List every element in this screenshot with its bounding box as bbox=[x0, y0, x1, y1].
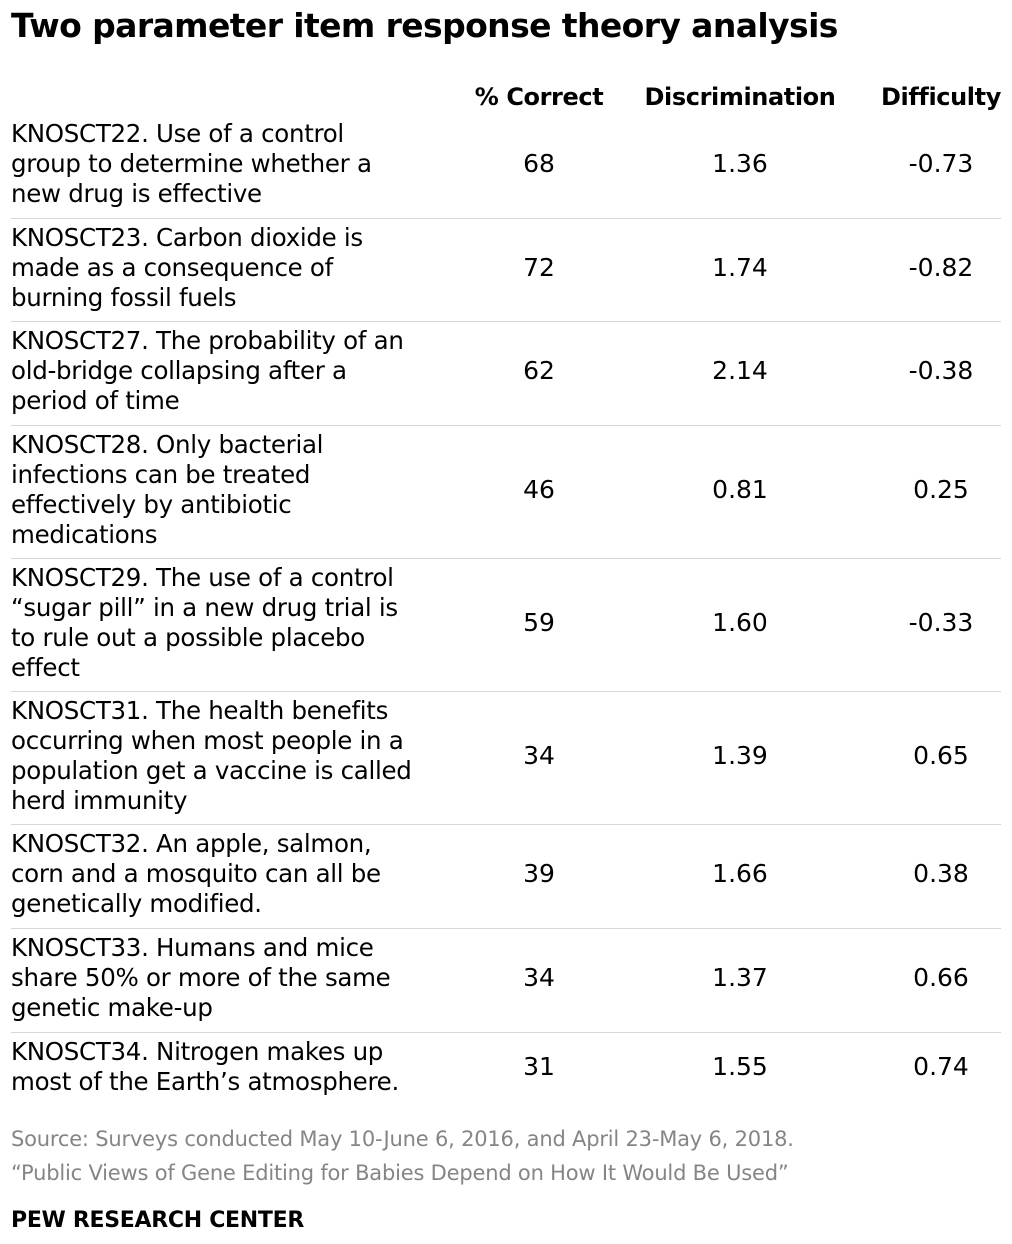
report-title: “Public Views of Gene Editing for Babies… bbox=[11, 1161, 789, 1185]
row-divider bbox=[11, 558, 1001, 559]
item-label-line: KNOSCT34. Nitrogen makes up bbox=[11, 1037, 384, 1066]
source-note: Source: Surveys conducted May 10-June 6,… bbox=[11, 1127, 794, 1151]
difficulty-cell: -0.82 bbox=[908, 253, 974, 282]
column-header-difficulty: Difficulty bbox=[881, 83, 1001, 111]
difficulty-cell: 0.25 bbox=[913, 475, 969, 504]
item-label-line: to rule out a possible placebo bbox=[11, 623, 365, 652]
item-label: KNOSCT23. Carbon dioxide is made as a con… bbox=[11, 223, 441, 313]
row-divider bbox=[11, 824, 1001, 825]
item-label-line: KNOSCT27. The probability of an bbox=[11, 326, 404, 355]
item-label-line: infections can be treated bbox=[11, 460, 311, 489]
row-divider bbox=[11, 1032, 1001, 1033]
discrimination-cell: 1.66 bbox=[712, 859, 768, 888]
row-divider bbox=[11, 928, 1001, 929]
item-label-line: made as a consequence of bbox=[11, 253, 333, 282]
item-label-line: burning fossil fuels bbox=[11, 283, 237, 312]
difficulty-cell: -0.33 bbox=[908, 608, 974, 637]
row-divider bbox=[11, 691, 1001, 692]
discrimination-cell: 1.39 bbox=[712, 741, 768, 770]
pct-correct-cell: 39 bbox=[523, 859, 555, 888]
discrimination-cell: 1.60 bbox=[712, 608, 768, 637]
discrimination-cell: 1.36 bbox=[712, 149, 768, 178]
item-label-line: medications bbox=[11, 520, 158, 549]
item-label: KNOSCT29. The use of a control “sugar pil… bbox=[11, 563, 441, 683]
item-label-line: genetic make-up bbox=[11, 993, 213, 1022]
item-label: KNOSCT33. Humans and mice share 50% or mo… bbox=[11, 933, 441, 1023]
item-label-line: population get a vaccine is called bbox=[11, 756, 412, 785]
item-label-line: KNOSCT31. The health benefits bbox=[11, 696, 389, 725]
item-label-line: old-bridge collapsing after a bbox=[11, 356, 347, 385]
pct-correct-cell: 68 bbox=[523, 149, 555, 178]
difficulty-cell: 0.66 bbox=[913, 963, 969, 992]
org-logo-text: PEW RESEARCH CENTER bbox=[11, 1208, 304, 1233]
discrimination-cell: 1.37 bbox=[712, 963, 768, 992]
item-label: KNOSCT34. Nitrogen makes up most of the E… bbox=[11, 1037, 441, 1097]
pct-correct-cell: 31 bbox=[523, 1052, 555, 1081]
item-label-line: KNOSCT29. The use of a control bbox=[11, 563, 394, 592]
item-label-line: share 50% or more of the same bbox=[11, 963, 391, 992]
chart-title: Two parameter item response theory analy… bbox=[11, 6, 838, 45]
pct-correct-cell: 62 bbox=[523, 356, 555, 385]
difficulty-cell: -0.73 bbox=[908, 149, 974, 178]
item-label-line: effect bbox=[11, 653, 80, 682]
row-divider bbox=[11, 425, 1001, 426]
column-header-pct-correct: % Correct bbox=[474, 83, 604, 111]
item-label-line: KNOSCT33. Humans and mice bbox=[11, 933, 374, 962]
difficulty-cell: -0.38 bbox=[908, 356, 974, 385]
item-label-line: KNOSCT23. Carbon dioxide is bbox=[11, 223, 363, 252]
item-label-line: KNOSCT22. Use of a control bbox=[11, 119, 344, 148]
difficulty-cell: 0.38 bbox=[913, 859, 969, 888]
item-label-line: KNOSCT28. Only bacterial bbox=[11, 430, 324, 459]
pct-correct-cell: 46 bbox=[523, 475, 555, 504]
table-body: KNOSCT22. Use of a control group to deter… bbox=[11, 119, 1001, 1097]
discrimination-cell: 1.55 bbox=[712, 1052, 768, 1081]
discrimination-cell: 0.81 bbox=[712, 475, 768, 504]
item-label-line: group to determine whether a bbox=[11, 149, 372, 178]
item-label: KNOSCT28. Only bacterial infections can b… bbox=[11, 430, 441, 550]
item-label: KNOSCT32. An apple, salmon, corn and a mo… bbox=[11, 829, 441, 919]
item-label: KNOSCT31. The health benefits occurring w… bbox=[11, 696, 441, 816]
item-label-line: corn and a mosquito can all be bbox=[11, 859, 381, 888]
item-label: KNOSCT22. Use of a control group to deter… bbox=[11, 119, 441, 209]
pct-correct-cell: 59 bbox=[523, 608, 555, 637]
row-divider bbox=[11, 321, 1001, 322]
item-label-line: effectively by antibiotic bbox=[11, 490, 292, 519]
item-label-line: herd immunity bbox=[11, 786, 188, 815]
pct-correct-cell: 72 bbox=[523, 253, 555, 282]
item-label-line: “sugar pill” in a new drug trial is bbox=[11, 593, 398, 622]
item-label-line: KNOSCT32. An apple, salmon, bbox=[11, 829, 372, 858]
item-label: KNOSCT27. The probability of an old-bridg… bbox=[11, 326, 441, 416]
difficulty-cell: 0.65 bbox=[913, 741, 969, 770]
item-label-line: occurring when most people in a bbox=[11, 726, 404, 755]
difficulty-cell: 0.74 bbox=[913, 1052, 969, 1081]
discrimination-cell: 2.14 bbox=[712, 356, 768, 385]
pct-correct-cell: 34 bbox=[523, 963, 555, 992]
item-label-line: period of time bbox=[11, 386, 180, 415]
item-label-line: most of the Earth’s atmosphere. bbox=[11, 1067, 399, 1096]
item-label-line: new drug is effective bbox=[11, 179, 262, 208]
row-divider bbox=[11, 218, 1001, 219]
column-header-discrimination: Discrimination bbox=[644, 83, 836, 111]
item-label-line: genetically modified. bbox=[11, 889, 262, 918]
discrimination-cell: 1.74 bbox=[712, 253, 768, 282]
pct-correct-cell: 34 bbox=[523, 741, 555, 770]
